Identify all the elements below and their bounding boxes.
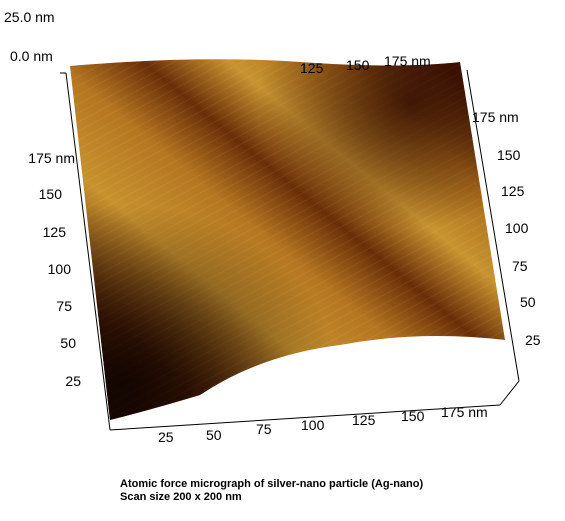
z-axis-bottom-label: 0.0 nm xyxy=(10,48,53,64)
bottom-tick: 125 xyxy=(352,412,376,428)
bottom-tick: 25 xyxy=(158,429,174,445)
right-tick: 100 xyxy=(505,220,529,236)
axes-frame xyxy=(60,69,520,431)
left-tick: 50 xyxy=(60,335,76,351)
caption-line-1: Atomic force micrograph of silver-nano p… xyxy=(120,478,424,490)
right-axis: 175 nm 150 125 100 75 50 25 xyxy=(472,109,541,348)
left-tick: 175 nm xyxy=(28,150,75,166)
left-tick: 75 xyxy=(56,298,72,314)
left-tick: 150 xyxy=(39,186,63,202)
right-tick: 150 xyxy=(497,147,521,163)
right-tick: 175 nm xyxy=(472,109,519,125)
bottom-axis: 25 50 75 100 125 150 175 nm xyxy=(158,404,488,445)
right-tick: 50 xyxy=(520,294,536,310)
bottom-tick: 175 nm xyxy=(441,404,488,420)
back-tick: 175 nm xyxy=(384,53,431,69)
z-axis-top-label: 25.0 nm xyxy=(4,9,55,25)
right-tick: 75 xyxy=(512,258,528,274)
bottom-tick: 150 xyxy=(401,408,425,424)
left-tick: 25 xyxy=(65,373,81,389)
back-axis: 125 150 175 nm xyxy=(300,53,431,76)
bottom-tick: 50 xyxy=(206,427,222,443)
right-tick: 25 xyxy=(525,332,541,348)
afm-surface xyxy=(70,59,505,421)
right-tick: 125 xyxy=(501,183,525,199)
caption-line-2: Scan size 200 x 200 nm xyxy=(120,491,242,503)
left-tick: 100 xyxy=(48,261,72,277)
bottom-tick: 75 xyxy=(256,421,272,437)
left-axis: 175 nm 150 125 100 75 50 25 xyxy=(28,150,81,389)
bottom-tick: 100 xyxy=(301,417,325,433)
back-tick: 150 xyxy=(346,57,370,73)
left-tick: 125 xyxy=(43,224,67,240)
back-tick: 125 xyxy=(300,60,324,76)
